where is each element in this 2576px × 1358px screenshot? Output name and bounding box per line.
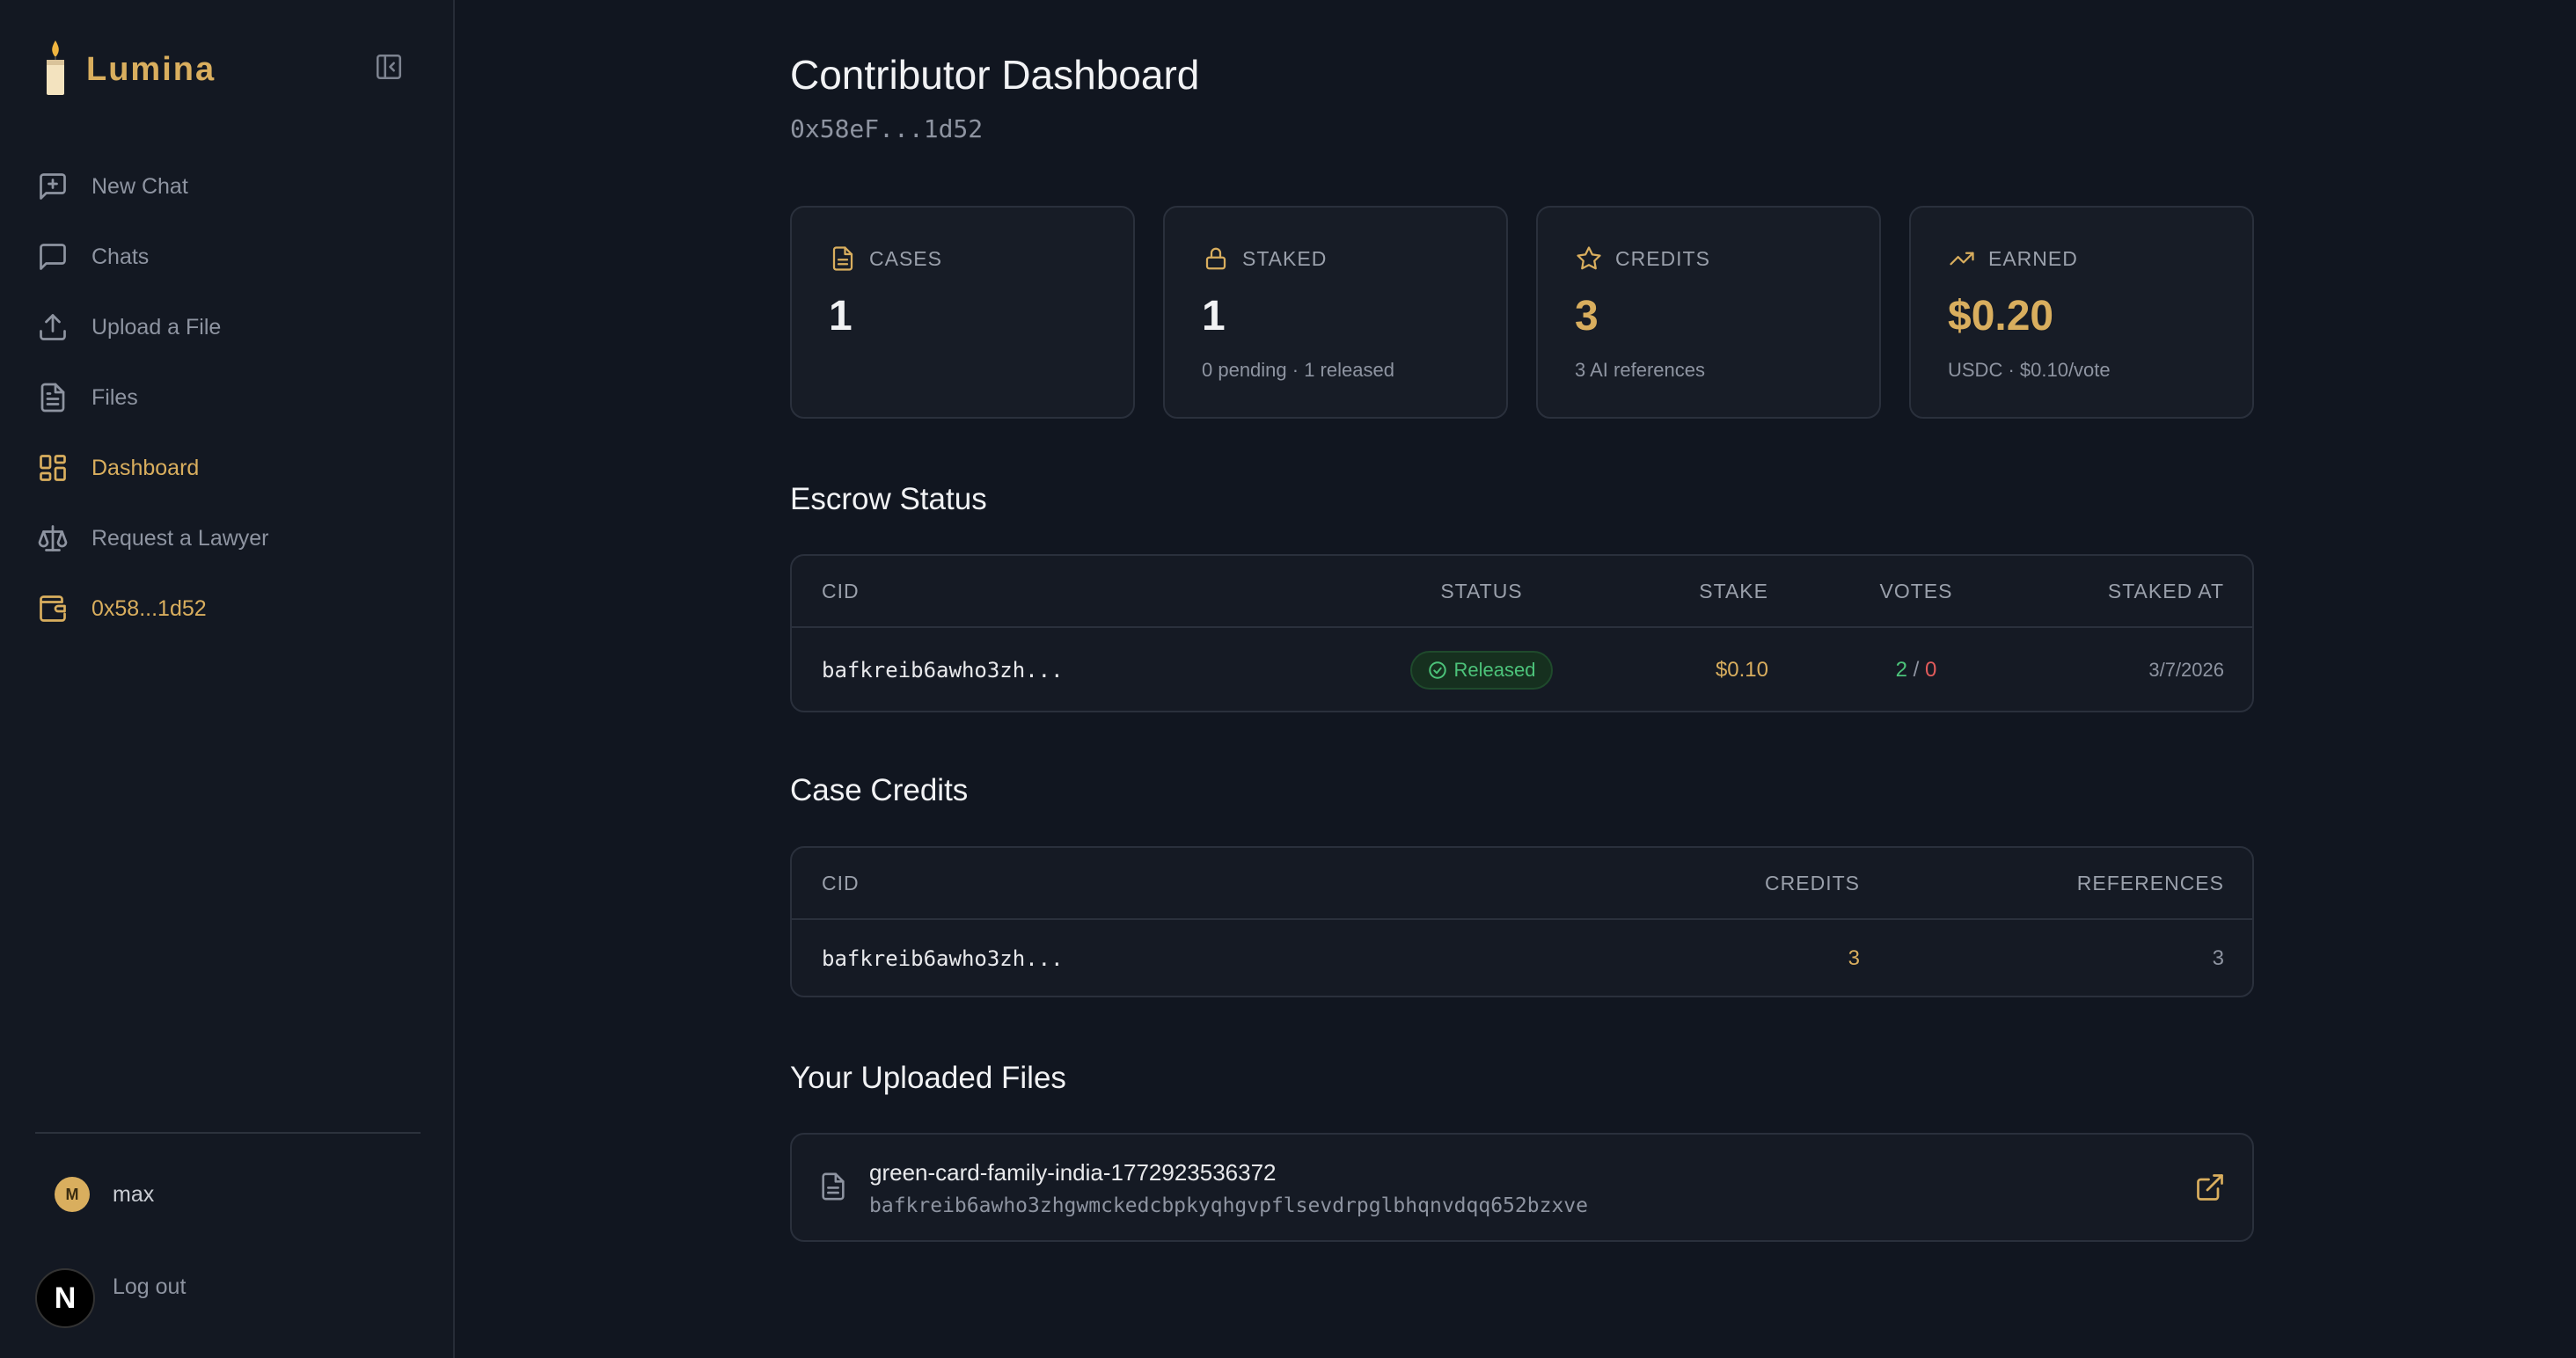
column-header-credits: CREDITS xyxy=(1765,871,1860,894)
sidebar: Lumina New Chat Chats Upload a File xyxy=(0,0,455,1358)
cid-cell: bafkreib6awho3zh... xyxy=(822,946,1064,971)
escrow-table: CID STATUS STAKE VOTES STAKED AT bafkrei… xyxy=(790,554,2254,712)
stat-value: $0.20 xyxy=(1948,293,2054,340)
escrow-section-title: Escrow Status xyxy=(790,482,987,516)
wallet-address: 0x58eF...1d52 xyxy=(790,114,984,143)
sidebar-item-request-lawyer[interactable]: Request a Lawyer xyxy=(35,503,422,573)
sidebar-item-label: New Chat xyxy=(91,173,188,199)
votes-yes: 2 xyxy=(1895,658,1907,682)
file-name: green-card-family-india-1772923536372 xyxy=(869,1159,1277,1186)
avatar: M xyxy=(55,1177,90,1212)
staked-at-cell: 3/7/2026 xyxy=(2148,659,2224,681)
credits-cell: 3 xyxy=(1848,946,1860,970)
credits-table-header: CID CREDITS REFERENCES xyxy=(792,848,2252,920)
lock-icon xyxy=(1202,245,1230,273)
credits-table: CID CREDITS REFERENCES bafkreib6awho3zh.… xyxy=(790,846,2254,997)
page-title: Contributor Dashboard xyxy=(790,52,1200,98)
file-icon xyxy=(35,380,70,415)
stat-card-credits: CREDITS 3 3 AI references xyxy=(1536,206,1881,419)
collapse-sidebar-icon xyxy=(374,52,404,86)
status-label: Released xyxy=(1453,659,1536,681)
stat-card-cases: CASES 1 xyxy=(790,206,1135,419)
stat-value: 1 xyxy=(829,293,853,340)
sidebar-item-files[interactable]: Files xyxy=(35,362,422,433)
sidebar-divider xyxy=(35,1132,421,1134)
user-name: max xyxy=(113,1181,155,1207)
votes-cell: 2 / 0 xyxy=(1828,628,2004,711)
votes-separator: / xyxy=(1906,658,1925,682)
logout-button[interactable]: Log out xyxy=(113,1274,187,1299)
stat-label: CREDITS xyxy=(1615,246,1710,270)
stat-label: STAKED xyxy=(1242,246,1328,270)
user-menu[interactable]: M max xyxy=(55,1177,154,1212)
stat-value: 3 xyxy=(1575,293,1599,340)
stat-card-staked: STAKED 1 0 pending · 1 released xyxy=(1163,206,1508,419)
sidebar-item-dashboard[interactable]: Dashboard xyxy=(35,433,422,503)
check-circle-icon xyxy=(1428,661,1447,680)
sidebar-item-label: Chats xyxy=(91,244,150,269)
stat-value: 1 xyxy=(1202,293,1226,340)
dashboard-grid-icon xyxy=(35,450,70,486)
sidebar-item-label: Files xyxy=(91,384,138,410)
column-header-votes: VOTES xyxy=(1879,579,1953,602)
brand-logo[interactable]: Lumina xyxy=(44,39,216,100)
n-logo-badge[interactable]: N xyxy=(35,1268,95,1328)
stat-subtext: 0 pending · 1 released xyxy=(1202,359,1394,381)
sidebar-item-upload[interactable]: Upload a File xyxy=(35,292,422,362)
stake-cell: $0.10 xyxy=(1715,658,1768,682)
sidebar-item-chats[interactable]: Chats xyxy=(35,222,422,292)
references-cell: 3 xyxy=(2212,946,2224,970)
escrow-table-header: CID STATUS STAKE VOTES STAKED AT xyxy=(792,556,2252,628)
chat-bubble-icon xyxy=(35,239,70,274)
credits-section-title: Case Credits xyxy=(790,773,969,807)
column-header-cid: CID xyxy=(822,871,860,894)
new-chat-icon xyxy=(35,169,70,204)
column-header-cid: CID xyxy=(822,579,860,602)
sidebar-item-label: 0x58...1d52 xyxy=(91,595,207,621)
trending-up-icon xyxy=(1948,245,1976,273)
table-row[interactable]: bafkreib6awho3zh... Released $0.10 2 / 0… xyxy=(792,628,2252,711)
collapse-sidebar-button[interactable] xyxy=(370,49,408,88)
status-cell: Released xyxy=(1379,628,1584,711)
column-header-status: STATUS xyxy=(1440,579,1523,602)
stat-label: EARNED xyxy=(1988,246,2078,270)
votes-no: 0 xyxy=(1925,658,1937,682)
star-icon xyxy=(1575,245,1603,273)
upload-icon xyxy=(35,310,70,345)
stat-label: CASES xyxy=(869,246,942,270)
sidebar-nav: New Chat Chats Upload a File Files Dashb… xyxy=(35,151,422,644)
stat-subtext: 3 AI references xyxy=(1575,359,1705,381)
column-header-stake: STAKE xyxy=(1699,579,1768,602)
scales-icon xyxy=(35,521,70,556)
stats-row: CASES 1 STAKED 1 0 pending · 1 released … xyxy=(790,206,2254,419)
brand-name: Lumina xyxy=(86,50,216,88)
sidebar-item-label: Dashboard xyxy=(91,455,200,480)
external-link-icon[interactable] xyxy=(2194,1172,2226,1208)
candle-icon xyxy=(44,39,67,101)
sidebar-item-new-chat[interactable]: New Chat xyxy=(35,151,422,222)
file-icon xyxy=(818,1172,848,1206)
sidebar-item-label: Upload a File xyxy=(91,314,222,340)
uploaded-file-item[interactable]: green-card-family-india-1772923536372 ba… xyxy=(790,1133,2254,1242)
wallet-icon xyxy=(35,591,70,626)
uploads-section-title: Your Uploaded Files xyxy=(790,1061,1066,1095)
sidebar-item-label: Request a Lawyer xyxy=(91,525,269,551)
cid-cell: bafkreib6awho3zh... xyxy=(822,658,1064,683)
sidebar-item-wallet[interactable]: 0x58...1d52 xyxy=(35,573,422,644)
stat-card-earned: EARNED $0.20 USDC · $0.10/vote xyxy=(1909,206,2254,419)
file-cid: bafkreib6awho3zhgwmckedcbpkyqhgvpflsevdr… xyxy=(869,1194,1588,1217)
column-header-staked-at: STAKED AT xyxy=(2107,579,2224,602)
status-badge: Released xyxy=(1409,651,1554,690)
document-icon xyxy=(829,245,857,273)
column-header-references: REFERENCES xyxy=(2076,871,2224,894)
table-row[interactable]: bafkreib6awho3zh... 3 3 xyxy=(792,920,2252,996)
stat-subtext: USDC · $0.10/vote xyxy=(1948,359,2111,381)
